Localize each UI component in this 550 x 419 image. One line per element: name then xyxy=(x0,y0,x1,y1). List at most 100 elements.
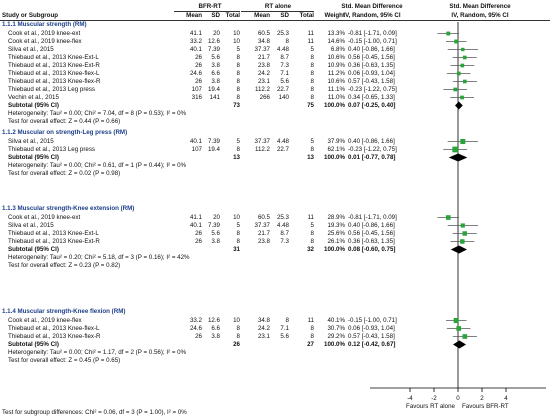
subtotal-ci: 0.07 [-0.25, 0.40] xyxy=(348,101,396,109)
subgroup-title: 1.1.1 Muscular strength (RM) xyxy=(2,21,87,28)
cell-w: 62.1% xyxy=(327,145,345,153)
cell-ci: 0.06 [-0.93, 1.04] xyxy=(348,69,395,77)
cell-m2: 60.5 xyxy=(257,213,270,221)
cell-ci: 0.36 [-0.63, 1.35] xyxy=(348,237,395,245)
subtotal-weight: 100.0% xyxy=(324,340,345,348)
subtotal-weight: 100.0% xyxy=(324,101,345,109)
study-marker xyxy=(456,71,461,76)
study-marker xyxy=(461,47,465,52)
study-name: Thiebaud et al., 2013 Leg press xyxy=(8,85,96,93)
cell-n2: 8 xyxy=(310,93,314,101)
cell-sd2: 7.3 xyxy=(280,61,289,69)
cell-w: 37.9% xyxy=(327,137,345,145)
cell-w: 10.6% xyxy=(327,53,345,61)
cell-m2: 24.2 xyxy=(257,69,270,77)
cell-sd1: 20 xyxy=(213,29,220,37)
cell-m2: 112.2 xyxy=(254,145,270,153)
subtotal-ci: 0.01 [-0.77, 0.78] xyxy=(348,153,396,161)
subgroup-title: 1.1.2 Muscular on strength-Leg press (RM… xyxy=(2,129,128,136)
cell-ci: -0.15 [-1.00, 0.71] xyxy=(348,37,397,45)
cell-n1: 10 xyxy=(233,37,240,45)
cell-sd1: 5.6 xyxy=(211,53,220,61)
overall-effect-text: Test for overall effect: Z = 0.45 (P = 0… xyxy=(8,356,121,364)
cell-sd1: 3.8 xyxy=(211,61,220,69)
subtotal-ci: 0.12 [-0.42, 0.67] xyxy=(348,340,396,348)
cell-sd2: 8 xyxy=(285,37,289,45)
cell-m1: 26 xyxy=(195,61,202,69)
cell-sd2: 7.3 xyxy=(280,237,289,245)
weight-header: Weight xyxy=(324,12,345,19)
cell-m2: 23.8 xyxy=(257,61,270,69)
cell-w: 6.8% xyxy=(330,45,345,53)
study-marker xyxy=(462,231,467,236)
header-rule xyxy=(0,20,550,21)
cell-n2: 8 xyxy=(310,145,314,153)
cell-m2: 37.37 xyxy=(254,221,270,229)
cell-sd2: 8.7 xyxy=(280,229,289,237)
smd-plot-header: Std. Mean Difference xyxy=(449,3,511,10)
cell-sd1: 5.6 xyxy=(211,229,220,237)
subtotal-n1: 31 xyxy=(233,245,240,253)
cell-sd2: 22.7 xyxy=(276,145,289,153)
cell-w: 30.7% xyxy=(327,324,345,332)
study-name: Thiebaud et al., 2013 Knee-Ext-R xyxy=(8,237,100,245)
subtotal-label: Subtotal (95% CI) xyxy=(8,340,59,348)
sd2-header: SD xyxy=(280,12,289,19)
cell-m2: 21.7 xyxy=(257,229,270,237)
cell-ci: -0.81 [-1.71, 0.09] xyxy=(348,29,397,37)
cell-n1: 8 xyxy=(236,53,240,61)
cell-m2: 34.8 xyxy=(257,37,270,45)
cell-n2: 8 xyxy=(310,69,314,77)
tick-label: 4 xyxy=(504,395,508,402)
heterogeneity-text: Heterogeneity: Tau² = 0.00; Chi² = 7.04,… xyxy=(8,109,187,117)
favours-right-label: Favours BFR-RT xyxy=(462,403,509,410)
cell-n1: 5 xyxy=(236,221,240,229)
subgroup-title: 1.1.4 Muscular strength-Knee flexion (RM… xyxy=(2,308,126,315)
cell-sd2: 22.7 xyxy=(276,85,289,93)
tick-label: -2 xyxy=(431,395,437,402)
mean1-header: Mean xyxy=(186,12,202,19)
cell-w: 10.9% xyxy=(327,61,345,69)
cell-sd2: 140 xyxy=(278,93,289,101)
cell-m1: 107 xyxy=(191,145,202,153)
cell-n1: 8 xyxy=(236,324,240,332)
cell-n2: 8 xyxy=(310,332,314,340)
cell-sd1: 19.4 xyxy=(207,85,220,93)
study-marker xyxy=(460,239,465,244)
group1-header: BFR-RT xyxy=(198,3,222,10)
cell-m1: 26 xyxy=(195,77,202,85)
cell-w: 11.0% xyxy=(327,93,345,101)
cell-ci: 0.36 [-0.63, 1.35] xyxy=(348,61,395,69)
total1-header: Total xyxy=(225,12,240,19)
study-name: Thiebaud et al., 2013 Knee-Ext-L xyxy=(8,229,99,237)
subtotal-diamond xyxy=(448,153,468,162)
cell-n1: 8 xyxy=(236,93,240,101)
group2-header: RT alone xyxy=(264,3,292,10)
cell-m1: 33.2 xyxy=(189,37,202,45)
cell-n1: 8 xyxy=(236,85,240,93)
cell-n2: 5 xyxy=(310,221,314,229)
cell-w: 25.6% xyxy=(327,229,345,237)
study-marker xyxy=(445,215,451,220)
study-marker xyxy=(460,139,466,144)
cell-sd1: 3.8 xyxy=(211,237,220,245)
study-marker xyxy=(446,31,451,36)
cell-ci: 0.56 [-0.45, 1.56] xyxy=(348,229,395,237)
study-name: Thiebaud et al., 2013 Leg press xyxy=(8,145,96,153)
subtotal-weight: 100.0% xyxy=(324,245,345,253)
sd1-header: SD xyxy=(211,12,220,19)
cell-m1: 33.2 xyxy=(189,316,202,324)
cell-ci: -0.23 [-1.22, 0.75] xyxy=(348,145,397,153)
cell-m2: 23.1 xyxy=(257,77,270,85)
cell-sd1: 7.39 xyxy=(207,221,220,229)
cell-m2: 34.8 xyxy=(257,316,270,324)
study-name: Cook et al., 2019 knee-flex xyxy=(8,316,82,324)
cell-sd1: 3.8 xyxy=(211,77,220,85)
study-name: Thiebaud et al., 2013 Knee-flex-L xyxy=(8,69,100,77)
cell-m2: 60.5 xyxy=(257,29,270,37)
study-name: Cook et al., 2019 knee-flex xyxy=(8,37,82,45)
cell-sd2: 25.3 xyxy=(276,29,289,37)
cell-sd1: 6.6 xyxy=(211,324,220,332)
study-name: Thiebaud et al., 2013 Knee-Ext-L xyxy=(8,53,99,61)
cell-m1: 41.1 xyxy=(189,213,202,221)
